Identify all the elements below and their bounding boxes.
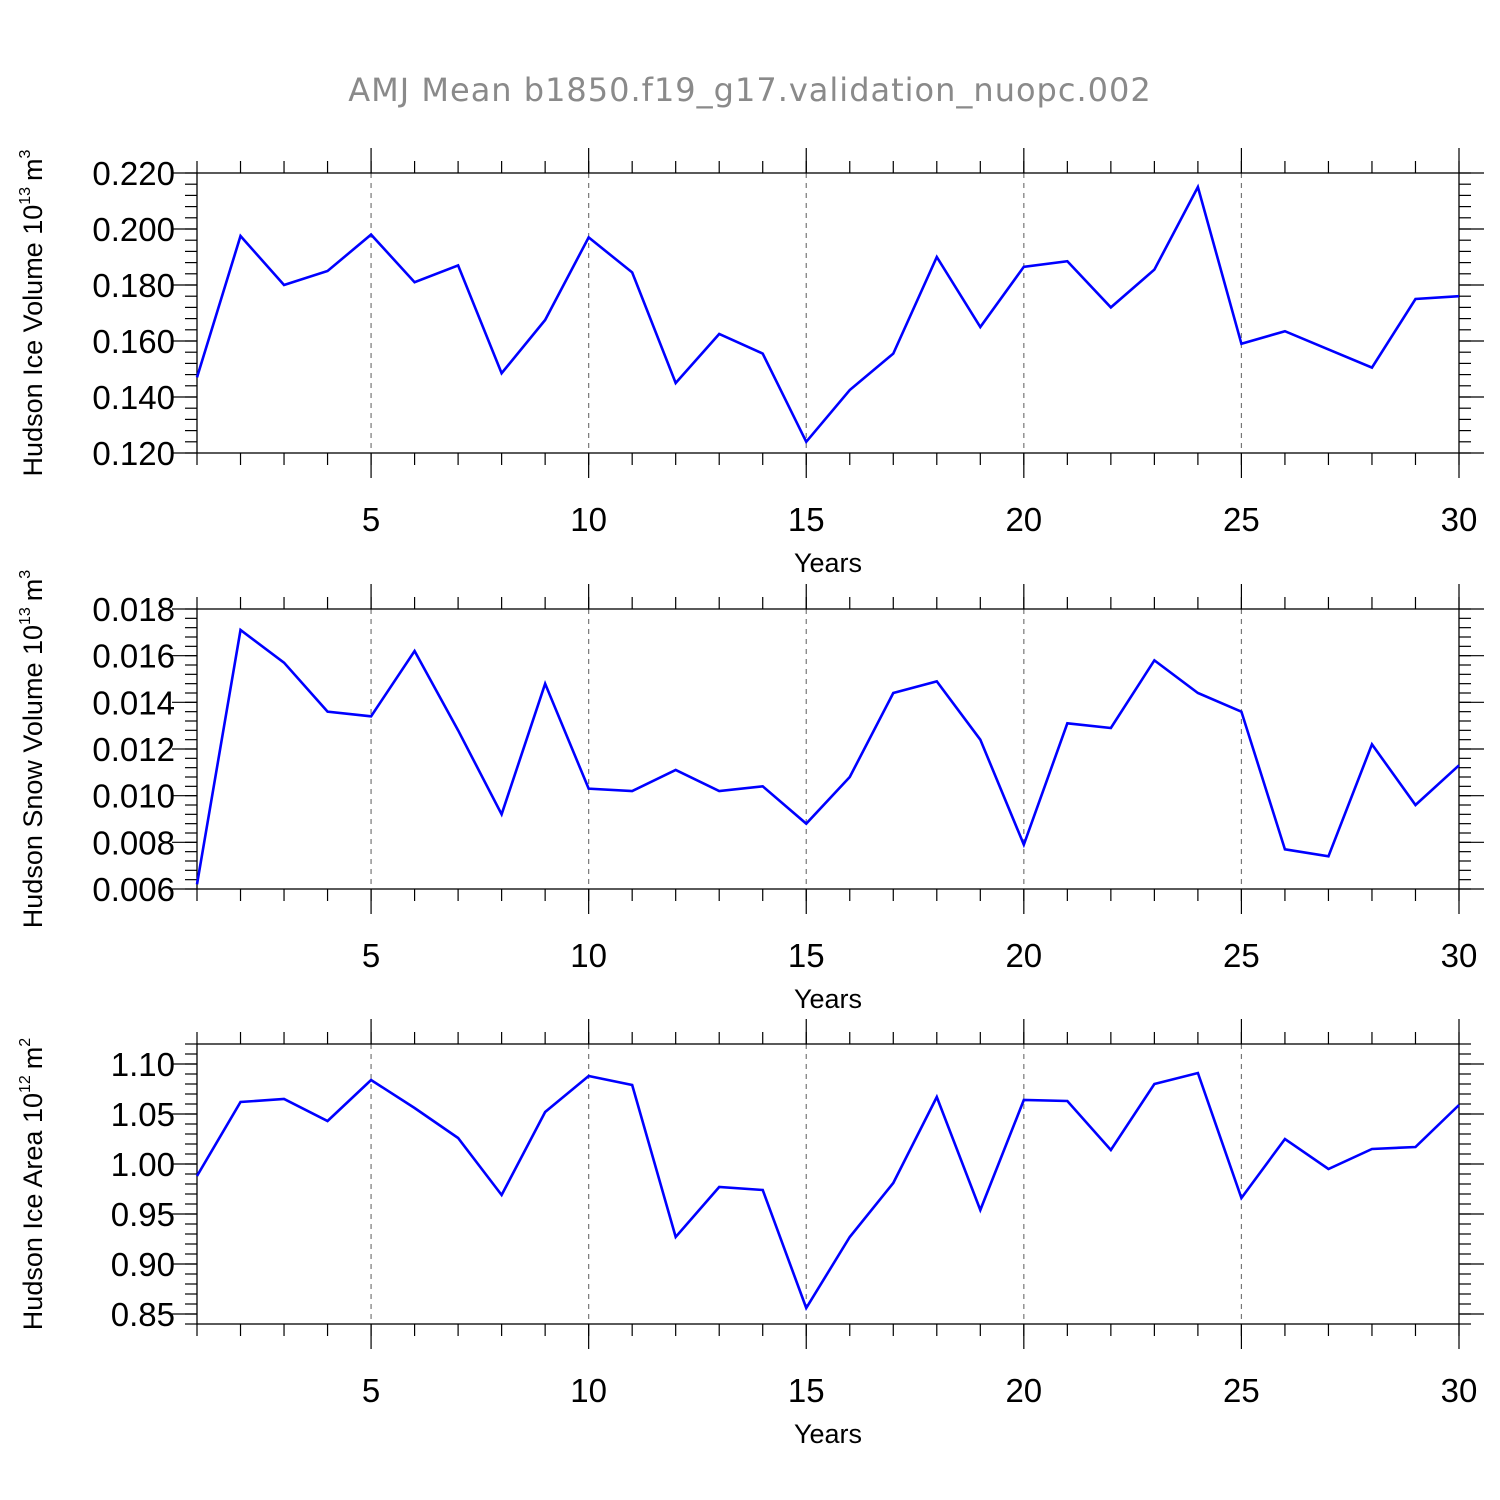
y-tick-label: 0.160 xyxy=(92,323,175,360)
x-tick-label: 20 xyxy=(1005,937,1042,974)
panel-3: 5 10 15 20 25 30 0.85 0.90 0.95 1.00 1.05 1.10 Years… xyxy=(17,1019,1484,1449)
x-tick-label: 15 xyxy=(788,937,825,974)
y-axis-label-text: Hudson Ice Volume 10 xyxy=(18,205,48,477)
x-axis-label: Years xyxy=(794,1419,862,1449)
y-axis-label-unit: m xyxy=(18,1047,48,1070)
y-tick-label: 1.05 xyxy=(111,1096,175,1133)
y-tick-label: 0.220 xyxy=(92,155,175,192)
series-line xyxy=(195,183,1460,445)
x-tick-label: 10 xyxy=(570,937,607,974)
x-tick-label: 5 xyxy=(362,937,380,974)
y-tick-label: 0.006 xyxy=(92,871,175,908)
x-tick-label: 25 xyxy=(1223,501,1260,538)
x-tick-label: 15 xyxy=(788,501,825,538)
panels: 5 10 15 20 25 300.1200.1400.1600.1800.2000.22… xyxy=(17,148,1484,1449)
plot-frame xyxy=(196,1043,1460,1325)
y-axis-label-exponent: 13 xyxy=(17,607,34,625)
y-tick-label: 0.008 xyxy=(92,824,175,861)
y-axis-label-text: Hudson Snow Volume 10 xyxy=(18,625,48,928)
x-tick-label: 10 xyxy=(570,1372,607,1409)
y-tick-label: 0.010 xyxy=(92,778,175,815)
chart-title: AMJ Mean b1850.f19_g17.validation_nuopc.… xyxy=(348,71,1151,109)
y-tick-label: 0.85 xyxy=(111,1296,175,1333)
y-axis-label-exponent: 12 xyxy=(17,1075,34,1093)
x-axis-label: Years xyxy=(794,984,862,1014)
series-line xyxy=(195,627,1460,885)
y-axis-label: Hudson Snow Volume 1013 m3 xyxy=(17,570,48,929)
x-tick-label: 30 xyxy=(1441,937,1478,974)
y-tick-label: 0.200 xyxy=(92,211,175,248)
y-tick-label: 0.120 xyxy=(92,435,175,472)
y-tick-label: 0.140 xyxy=(92,379,175,416)
y-axis-label: Hudson Ice Volume 1013 m3 xyxy=(17,149,48,476)
y-tick-label: 0.018 xyxy=(92,591,175,628)
y-tick-label: 0.014 xyxy=(92,684,175,721)
x-tick-label: 5 xyxy=(362,501,380,538)
y-axis-label-unit: m xyxy=(18,579,48,602)
y-tick-label: 0.012 xyxy=(92,731,175,768)
panel-2: 5 10 15 20 25 30 0.006 0.008 0.010 0.012 0.014 0.01… xyxy=(17,570,1484,1014)
y-tick-label: 0.95 xyxy=(111,1196,175,1233)
series-line xyxy=(195,1071,1460,1311)
x-axis-label: Years xyxy=(794,548,862,578)
x-tick-label: 30 xyxy=(1441,501,1478,538)
y-tick-label: 1.00 xyxy=(111,1146,175,1183)
y-axis-label-exponent: 13 xyxy=(17,187,34,205)
y-axis-label-unit: m xyxy=(18,158,48,181)
x-tick-label: 15 xyxy=(788,1372,825,1409)
y-tick-label: 0.180 xyxy=(92,267,175,304)
y-axis-label-unit-exponent: 3 xyxy=(17,149,34,158)
y-tick-label: 0.016 xyxy=(92,638,175,675)
y-tick-label: 1.10 xyxy=(111,1046,175,1083)
y-axis-label-unit-exponent: 3 xyxy=(17,570,34,579)
x-tick-label: 20 xyxy=(1005,1372,1042,1409)
x-tick-label: 30 xyxy=(1441,1372,1478,1409)
y-axis-label-unit-exponent: 2 xyxy=(17,1038,34,1047)
plot-frame xyxy=(196,172,1460,454)
panel-1: 5 10 15 20 25 30 0.120 0.140 0.160 0.180 0.200 0.22… xyxy=(17,148,1484,578)
x-tick-label: 20 xyxy=(1005,501,1042,538)
y-axis-label: Hudson Ice Area 1012 m2 xyxy=(17,1038,48,1330)
x-tick-label: 25 xyxy=(1223,937,1260,974)
x-tick-label: 25 xyxy=(1223,1372,1260,1409)
x-tick-label: 10 xyxy=(570,501,607,538)
plot-frame xyxy=(196,608,1460,890)
y-axis-label-text: Hudson Ice Area 10 xyxy=(18,1093,48,1330)
y-tick-label: 0.90 xyxy=(111,1246,175,1283)
x-tick-label: 5 xyxy=(362,1372,380,1409)
